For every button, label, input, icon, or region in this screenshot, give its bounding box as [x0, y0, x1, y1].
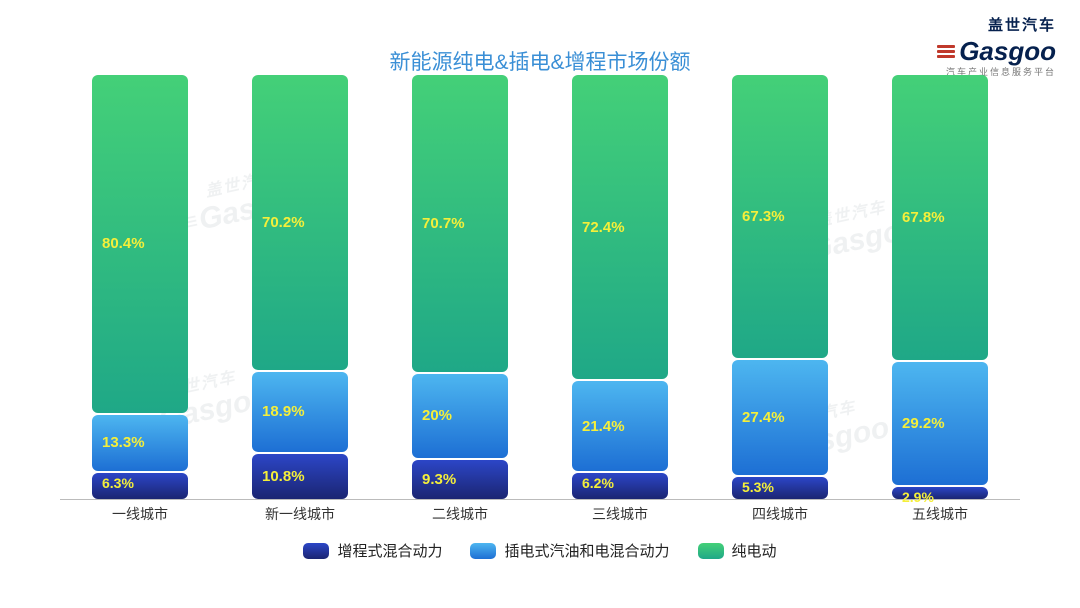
chart-title: 新能源纯电&插电&增程市场份额	[0, 46, 1080, 76]
bar-value-label: 21.4%	[582, 418, 625, 435]
bar-value-label: 13.3%	[102, 434, 145, 451]
bar-segment-phev: 18.9%	[252, 372, 348, 451]
bar-value-label: 18.9%	[262, 403, 305, 420]
bar-segment-range_extender: 10.8%	[252, 454, 348, 499]
bar-value-label: 5.3%	[742, 479, 774, 495]
bar-value-label: 72.4%	[582, 219, 625, 236]
bar-segment-range_extender: 6.2%	[572, 473, 668, 499]
x-axis-label: 四线城市	[732, 504, 828, 524]
bar-segment-bev: 80.4%	[92, 75, 188, 413]
bar-segment-bev: 70.2%	[252, 75, 348, 370]
legend-swatch	[470, 543, 496, 559]
legend-item-phev: 插电式汽油和电混合动力	[470, 540, 669, 561]
bar-segment-phev: 20%	[412, 374, 508, 458]
legend-label: 插电式汽油和电混合动力	[504, 540, 669, 561]
bar-segment-bev: 67.3%	[732, 75, 828, 358]
bar-segment-bev: 67.8%	[892, 75, 988, 360]
x-axis-label: 新一线城市	[252, 504, 348, 524]
bar-segment-bev: 72.4%	[572, 75, 668, 379]
stacked-bar-chart: 80.4% 13.3% 6.3% 70.2% 18.9% 10.8% 70.7% 20% 9.3…	[60, 80, 1020, 500]
bar-segment-range_extender: 9.3%	[412, 460, 508, 499]
legend-swatch	[698, 543, 724, 559]
bar-segment-phev: 29.2%	[892, 362, 988, 485]
bar-column: 70.2% 18.9% 10.8%	[252, 75, 348, 499]
bar-segment-bev: 70.7%	[412, 75, 508, 372]
bar-column: 80.4% 13.3% 6.3%	[92, 75, 188, 499]
bar-value-label: 9.3%	[422, 471, 456, 488]
bar-value-label: 70.2%	[262, 214, 305, 231]
bar-value-label: 20%	[422, 407, 452, 424]
bar-value-label: 6.2%	[582, 475, 614, 491]
bar-value-label: 27.4%	[742, 409, 785, 426]
bar-value-label: 70.7%	[422, 215, 465, 232]
bar-value-label: 67.8%	[902, 209, 945, 226]
bar-column: 70.7% 20% 9.3%	[412, 75, 508, 499]
legend: 增程式混合动力 插电式汽油和电混合动力 纯电动	[0, 540, 1080, 561]
bar-column: 67.8% 29.2% 2.9%	[892, 75, 988, 499]
bar-segment-phev: 21.4%	[572, 381, 668, 471]
bar-value-label: 10.8%	[262, 468, 305, 485]
bar-segment-range_extender: 2.9%	[892, 487, 988, 499]
legend-swatch	[303, 543, 329, 559]
bar-segment-phev: 13.3%	[92, 415, 188, 471]
legend-label: 增程式混合动力	[337, 540, 442, 561]
bar-value-label: 80.4%	[102, 235, 145, 252]
x-axis-label: 一线城市	[92, 504, 188, 524]
bar-segment-phev: 27.4%	[732, 360, 828, 475]
x-axis-label: 五线城市	[892, 504, 988, 524]
bar-value-label: 2.9%	[902, 489, 934, 505]
bar-value-label: 29.2%	[902, 415, 945, 432]
legend-item-bev: 纯电动	[698, 540, 777, 561]
bar-column: 72.4% 21.4% 6.2%	[572, 75, 668, 499]
bar-segment-range_extender: 6.3%	[92, 473, 188, 499]
legend-label: 纯电动	[732, 540, 777, 561]
legend-item-range_extender: 增程式混合动力	[303, 540, 442, 561]
x-axis-label: 三线城市	[572, 504, 668, 524]
x-axis-labels: 一线城市 新一线城市 二线城市 三线城市 四线城市 五线城市	[60, 504, 1020, 524]
x-axis-label: 二线城市	[412, 504, 508, 524]
logo-cn: 盖世汽车	[937, 14, 1056, 35]
bar-value-label: 6.3%	[102, 475, 134, 491]
bar-value-label: 67.3%	[742, 208, 785, 225]
bar-column: 67.3% 27.4% 5.3%	[732, 75, 828, 499]
bar-segment-range_extender: 5.3%	[732, 477, 828, 499]
